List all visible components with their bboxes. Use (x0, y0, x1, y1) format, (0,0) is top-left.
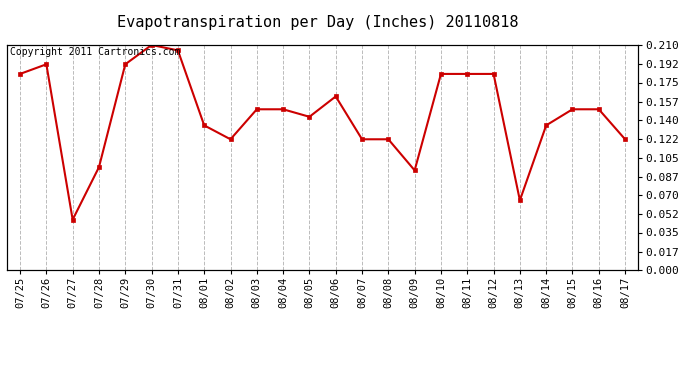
Text: Evapotranspiration per Day (Inches) 20110818: Evapotranspiration per Day (Inches) 2011… (117, 15, 518, 30)
Text: Copyright 2011 Cartronics.com: Copyright 2011 Cartronics.com (10, 47, 180, 57)
